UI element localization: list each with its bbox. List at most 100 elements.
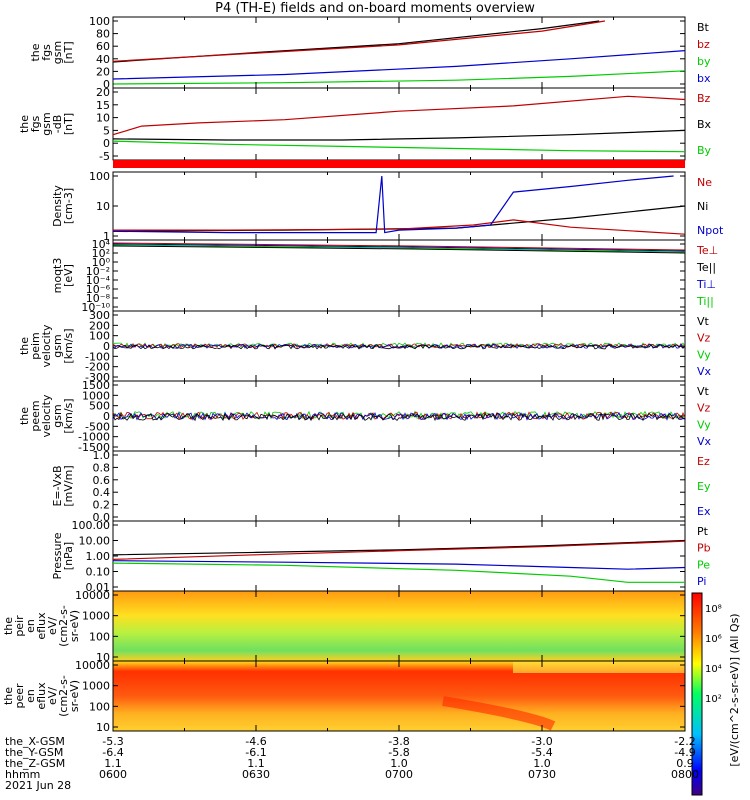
y-tick-label: 10 — [96, 721, 110, 734]
x-tick-label: 0.9 — [676, 757, 694, 770]
y-tick-label: 40 — [96, 53, 110, 66]
x-tick-label: -4.6 — [245, 735, 266, 748]
legend-entry: Vt — [697, 385, 710, 398]
y-tick-label: 300 — [89, 309, 110, 322]
y-axis-label: -dB — [51, 115, 64, 134]
y-tick-label: 100.00 — [72, 519, 111, 532]
spectrogram-ion — [113, 591, 685, 661]
series-line-by — [112, 70, 686, 85]
colorbar-tick-label: 10⁴ — [705, 664, 722, 675]
x-tick-label: -2.2 — [674, 735, 695, 748]
y-tick-label: 10 — [96, 651, 110, 664]
series-line-Npot — [112, 175, 674, 234]
y-tick-label: -1500 — [78, 441, 110, 454]
y-axis-label: Density — [51, 185, 64, 227]
y-axis-label: [km/s] — [62, 328, 75, 363]
y-tick-label: 200 — [89, 319, 110, 332]
x-tick-label: 1.1 — [104, 757, 122, 770]
y-axis-label: gsm — [51, 41, 64, 64]
x-tick-label: 0730 — [528, 768, 556, 781]
y-tick-label: 10⁻¹⁰ — [81, 301, 110, 314]
legend-entry: Vy — [697, 418, 711, 431]
x-tick-label: 1.0 — [533, 757, 551, 770]
y-tick-label: 10⁻⁶ — [86, 283, 111, 296]
x-tick-label: -6.4 — [102, 746, 123, 759]
legend-entry: Te|| — [696, 261, 716, 274]
y-axis-label: gsm — [51, 334, 64, 357]
y-tick-label: 0 — [103, 410, 110, 423]
legend-entry: Vy — [697, 348, 711, 361]
series-trace-blue — [112, 243, 686, 252]
series-line-Bt — [112, 20, 600, 63]
y-tick-label: 10.00 — [79, 535, 111, 548]
legend-entry: Ti⊥ — [696, 278, 716, 291]
y-axis-label: sr-eV) — [68, 680, 81, 712]
y-axis-label: eflux — [35, 682, 48, 710]
y-tick-label: 0.01 — [86, 581, 111, 594]
series-line-Pe — [112, 560, 686, 570]
series-line-Pi — [112, 562, 685, 583]
x-axis-row-label: the_Y-GSM — [5, 746, 63, 759]
y-tick-label: 10000 — [75, 589, 110, 602]
x-tick-label: -3.8 — [388, 735, 409, 748]
y-axis-label: (cm2-s- — [57, 675, 70, 717]
y-axis-label: the — [2, 617, 15, 635]
y-tick-label: 100 — [89, 15, 110, 28]
y-tick-label: -5 — [99, 150, 110, 163]
y-axis-label: [nT] — [62, 113, 75, 135]
y-tick-label: 100 — [89, 170, 110, 183]
legend-entry: Bz — [697, 92, 711, 105]
y-axis-label: fgs — [29, 115, 42, 132]
legend-entry: Vx — [697, 365, 712, 378]
y-axis-label: peim — [29, 332, 42, 360]
series-line-bx — [112, 50, 686, 80]
panel-frame — [112, 450, 686, 522]
y-tick-label: -100 — [85, 350, 110, 363]
y-tick-label: 1.00 — [86, 550, 111, 563]
y-axis-label: [km/s] — [62, 398, 75, 433]
x-tick-label: 0600 — [99, 768, 127, 781]
series-trace-blue — [112, 343, 686, 349]
y-axis-label: [nPa] — [62, 542, 75, 570]
y-tick-label: 1 — [103, 230, 110, 243]
y-tick-label: 500 — [89, 400, 110, 413]
y-tick-label: 100 — [89, 630, 110, 643]
y-tick-label: -200 — [85, 361, 110, 374]
y-axis-label: the — [18, 115, 31, 133]
legend-entry: Ne — [697, 176, 712, 189]
series-trace-green — [112, 244, 686, 253]
y-axis-label: velocity — [40, 324, 53, 367]
y-axis-label: eV/ — [46, 617, 59, 635]
colorbar-tick-label: 10⁸ — [705, 604, 722, 615]
colorbar-label: [eV/(cm^2-s-sr-eV)] (All Qs) — [728, 613, 741, 766]
y-axis-label: peir — [13, 615, 26, 637]
legend-entry: Npot — [697, 224, 724, 237]
legend-entry: Vz — [697, 332, 711, 345]
x-tick-label: 1.1 — [247, 757, 265, 770]
legend-entry: Ti|| — [696, 295, 714, 308]
x-axis-row-label: hhmm — [5, 768, 40, 781]
chart-title: P4 (TH-E) fields and on-board moments ov… — [215, 1, 535, 16]
colorbar — [691, 592, 703, 796]
legend-entry: Ey — [697, 480, 711, 493]
y-tick-label: 10 — [96, 200, 110, 213]
series-trace-black — [112, 412, 686, 422]
series-line-Pb — [112, 540, 686, 560]
legend-entry: Ez — [697, 455, 710, 468]
y-tick-label: -300 — [85, 371, 110, 384]
y-tick-label: -1000 — [78, 431, 110, 444]
colorbar-tick-label: 10⁶ — [705, 634, 722, 645]
y-tick-label: 0.0 — [93, 511, 111, 524]
x-tick-label: -5.8 — [388, 746, 409, 759]
series-trace-red — [112, 242, 686, 251]
x-axis-row-label: the_X-GSM — [5, 735, 65, 748]
spectrogram-feature — [442, 696, 556, 731]
y-axis-label: en — [24, 689, 37, 703]
legend-entry: Pt — [697, 525, 709, 538]
y-axis-label: eV/ — [46, 687, 59, 705]
y-tick-label: 100 — [89, 330, 110, 343]
series-line-bz — [112, 20, 605, 62]
colorbar-tick-label: 10² — [705, 694, 722, 705]
y-axis-label: peer — [13, 683, 26, 709]
y-tick-label: 0 — [103, 78, 110, 91]
